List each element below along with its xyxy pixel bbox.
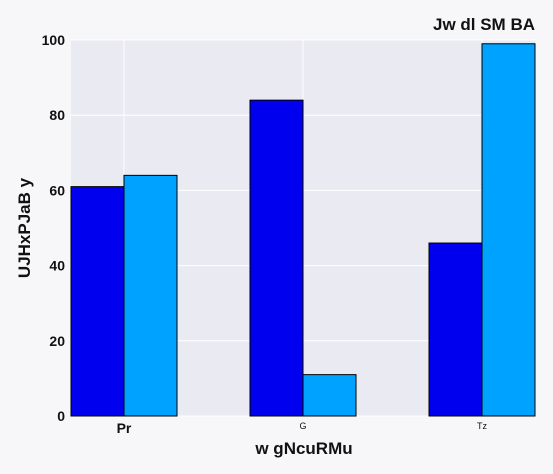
y-tick-label: 40 [49, 258, 65, 274]
bar-Pr-series-1 [70, 186, 125, 417]
y-axis-label: UJHxPJaB y [15, 177, 34, 278]
x-axis-label: w gNcuRMu [254, 439, 352, 458]
bar-G-series-2 [302, 374, 357, 417]
y-tick-label: 60 [49, 182, 65, 198]
y-axis-ticks: 0 20 40 60 80 100 [42, 32, 66, 424]
bar-G-series-1 [249, 99, 304, 417]
bar-Tz-series-2 [481, 43, 536, 417]
y-tick-label: 0 [57, 408, 65, 424]
y-tick-label: 100 [42, 32, 66, 48]
x-tick-label: Pr [117, 420, 132, 436]
bar-Pr-series-2 [123, 174, 178, 417]
x-tick-label: Tz [477, 421, 487, 431]
y-tick-label: 20 [49, 333, 65, 349]
bar-Tz-series-1 [428, 242, 483, 417]
y-tick-label: 80 [49, 107, 65, 123]
x-axis-ticks: Pr G Tz [117, 420, 488, 436]
bars [70, 43, 536, 417]
chart-title: Jw dl SM BA [433, 15, 535, 34]
x-tick-label: G [299, 421, 306, 431]
